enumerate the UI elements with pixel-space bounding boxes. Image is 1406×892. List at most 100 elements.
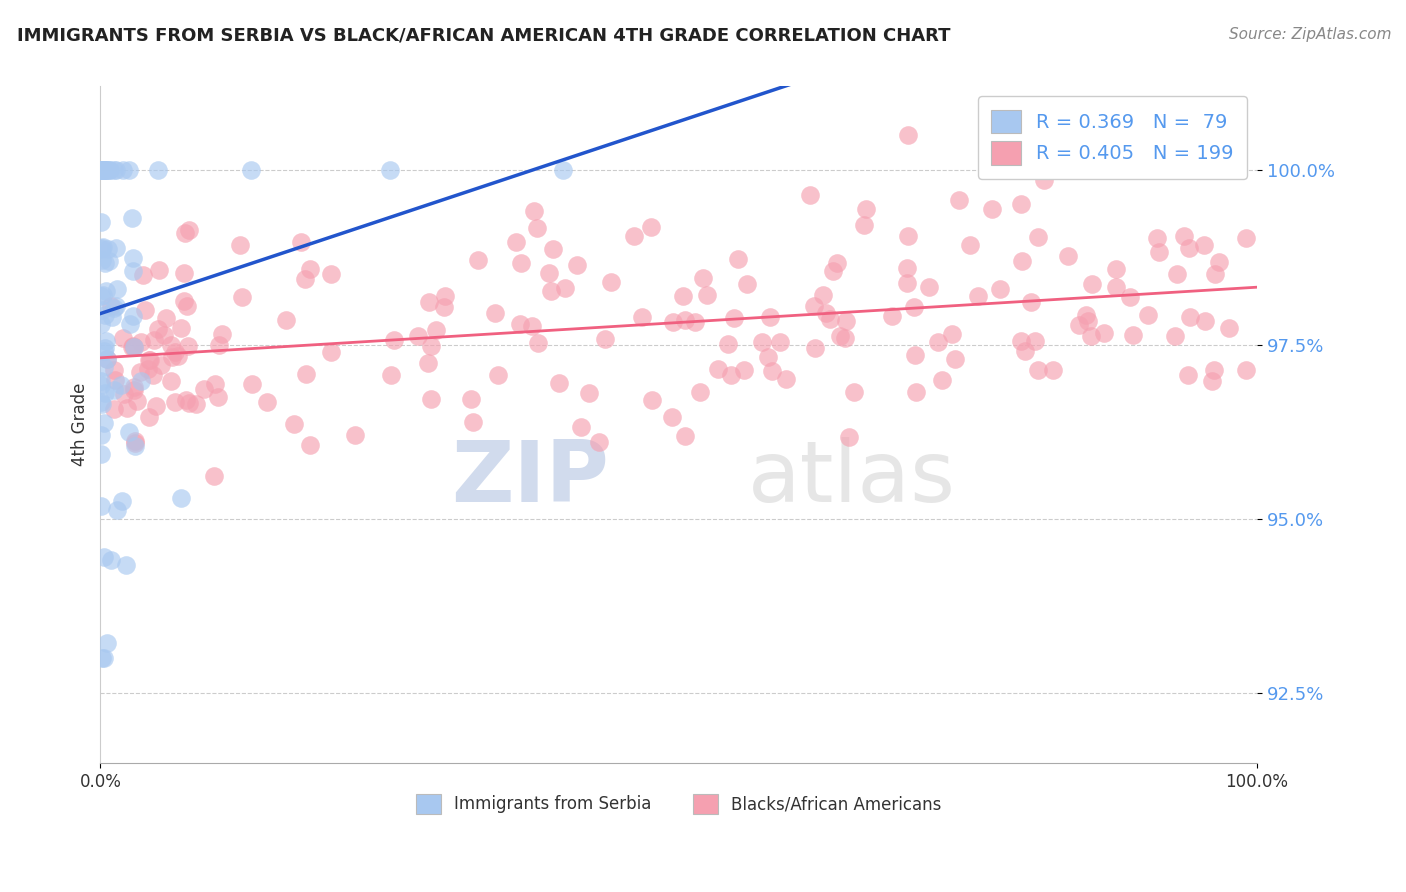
Point	[93, 163, 115, 178]
Point	[759, 310, 782, 325]
Point	[541, 243, 564, 257]
Point	[90, 378, 112, 392]
Point	[90, 395, 112, 409]
Legend: Immigrants from Serbia, Blacks/African Americans: Immigrants from Serbia, Blacks/African A…	[408, 786, 950, 822]
Point	[134, 303, 156, 318]
Text: IMMIGRANTS FROM SERBIA VS BLACK/AFRICAN AMERICAN 4TH GRADE CORRELATION CHART: IMMIGRANTS FROM SERBIA VS BLACK/AFRICAN …	[17, 27, 950, 45]
Point	[696, 288, 718, 302]
Point	[821, 264, 844, 278]
Point	[211, 326, 233, 341]
Point	[505, 235, 527, 249]
Point	[828, 329, 851, 343]
Point	[844, 384, 866, 399]
Point	[142, 334, 165, 348]
Point	[640, 219, 662, 234]
Point	[540, 284, 562, 298]
Point	[120, 317, 142, 331]
Point	[418, 294, 440, 309]
Point	[588, 434, 610, 449]
Point	[122, 339, 145, 353]
Point	[631, 310, 654, 324]
Point	[378, 163, 401, 178]
Point	[103, 163, 125, 178]
Point	[228, 237, 250, 252]
Point	[174, 393, 197, 408]
Point	[641, 392, 664, 407]
Point	[761, 363, 783, 377]
Point	[114, 558, 136, 572]
Point	[176, 299, 198, 313]
Point	[122, 309, 145, 323]
Point	[467, 253, 489, 268]
Point	[231, 290, 253, 304]
Point	[751, 335, 773, 350]
Point	[811, 288, 834, 302]
Point	[112, 386, 135, 401]
Point	[683, 315, 706, 329]
Point	[186, 397, 208, 411]
Point	[1234, 231, 1257, 245]
Point	[825, 255, 848, 269]
Point	[163, 394, 186, 409]
Point	[1032, 173, 1054, 187]
Point	[1077, 314, 1099, 328]
Point	[105, 241, 128, 255]
Point	[91, 651, 114, 665]
Point	[769, 335, 792, 350]
Point	[142, 368, 165, 383]
Point	[93, 360, 115, 375]
Point	[110, 378, 132, 392]
Point	[90, 215, 112, 229]
Point	[148, 321, 170, 335]
Point	[578, 386, 600, 401]
Point	[904, 385, 927, 400]
Point	[104, 299, 127, 313]
Point	[903, 301, 925, 315]
Point	[90, 243, 112, 257]
Point	[882, 309, 904, 323]
Point	[124, 436, 146, 450]
Point	[1010, 197, 1032, 211]
Point	[124, 439, 146, 453]
Point	[90, 163, 112, 178]
Point	[173, 294, 195, 309]
Point	[941, 327, 963, 342]
Point	[100, 299, 122, 313]
Point	[380, 368, 402, 382]
Point	[838, 430, 860, 444]
Point	[121, 211, 143, 225]
Point	[207, 391, 229, 405]
Point	[1146, 231, 1168, 245]
Point	[155, 311, 177, 326]
Point	[90, 374, 112, 388]
Point	[569, 419, 592, 434]
Point	[91, 163, 114, 178]
Point	[1147, 245, 1170, 260]
Point	[93, 550, 115, 565]
Point	[927, 334, 949, 349]
Point	[520, 318, 543, 333]
Point	[90, 318, 112, 332]
Point	[173, 226, 195, 240]
Point	[240, 377, 263, 392]
Point	[723, 310, 745, 325]
Text: Source: ZipAtlas.com: Source: ZipAtlas.com	[1229, 27, 1392, 42]
Point	[1119, 290, 1142, 304]
Point	[1010, 334, 1032, 349]
Point	[104, 373, 127, 387]
Point	[897, 229, 920, 244]
Point	[103, 363, 125, 377]
Point	[433, 300, 456, 314]
Point	[1019, 295, 1042, 310]
Point	[720, 368, 742, 383]
Point	[93, 163, 115, 178]
Point	[343, 428, 366, 442]
Point	[90, 252, 112, 267]
Point	[834, 331, 856, 345]
Point	[855, 202, 877, 217]
Point	[93, 651, 115, 665]
Point	[256, 394, 278, 409]
Point	[509, 256, 531, 270]
Point	[103, 383, 125, 397]
Point	[129, 365, 152, 379]
